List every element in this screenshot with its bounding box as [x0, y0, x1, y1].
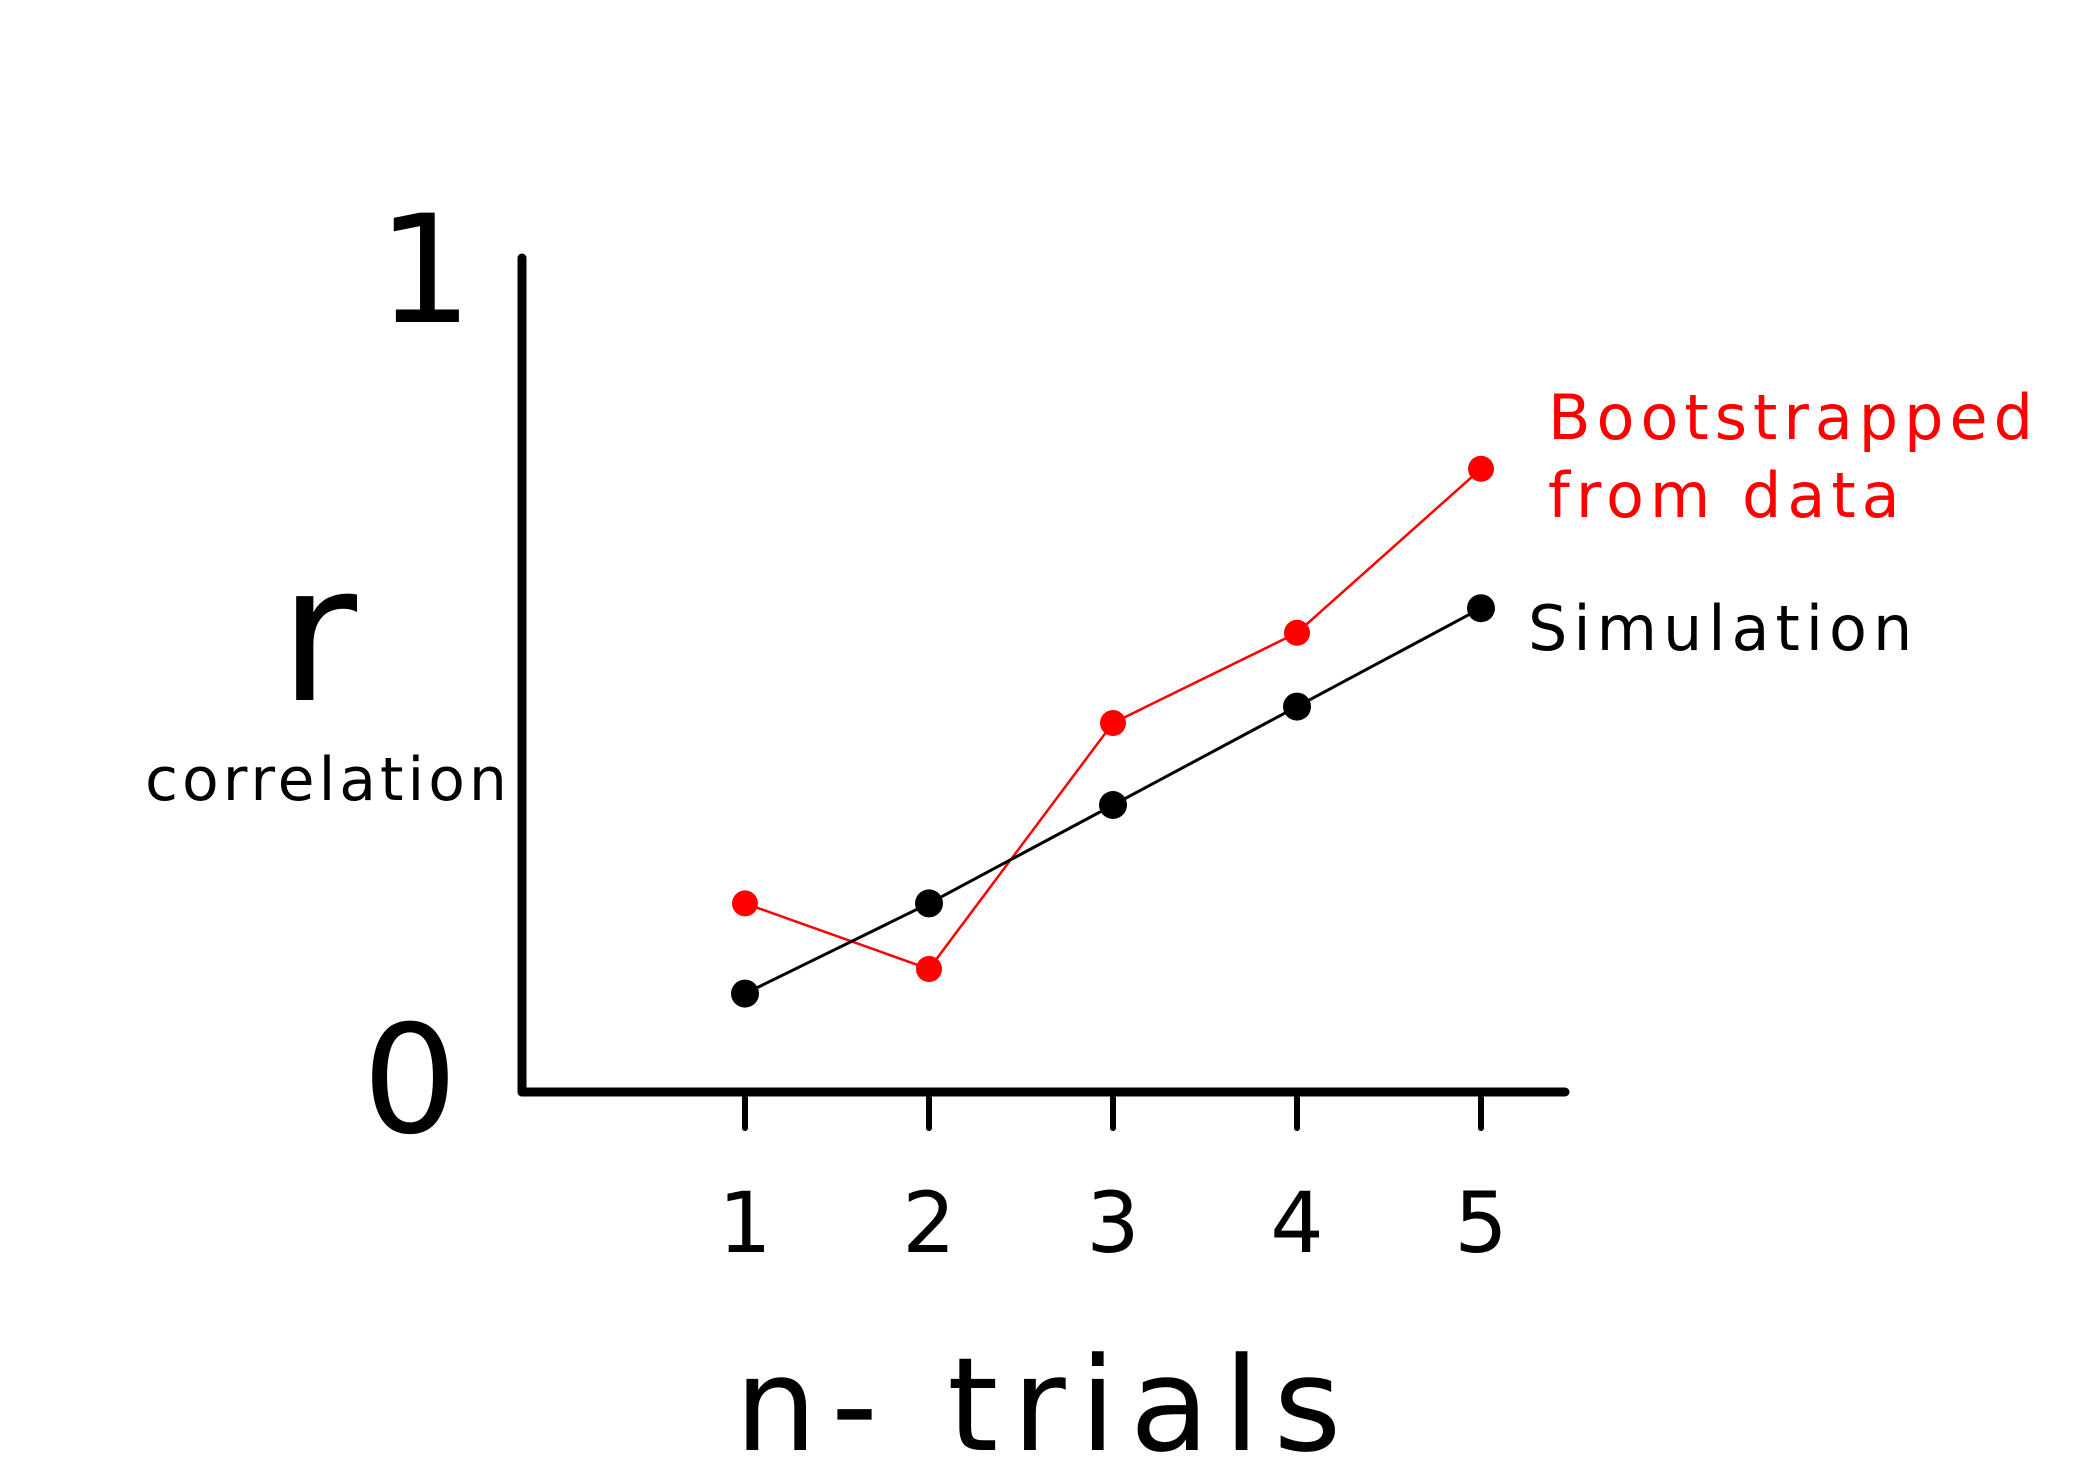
y-axis-label: r — [279, 524, 358, 745]
point-simulation-3 — [1099, 791, 1127, 819]
y-tick-label-0: 0 — [362, 994, 457, 1168]
x-tick-label-3: 3 — [1086, 1174, 1139, 1272]
legend-label-bootstrapped-line-1: Bootstrapped — [1548, 381, 2039, 454]
point-simulation-4 — [1283, 692, 1311, 721]
point-bootstrapped-5 — [1468, 455, 1494, 482]
point-bootstrapped-2 — [916, 956, 942, 982]
y-tick-label-1: 1 — [377, 184, 472, 358]
point-bootstrapped-1 — [732, 890, 758, 917]
x-ticks: 1 2 3 4 5 — [718, 1095, 1508, 1272]
x-axis-label: n- trials — [735, 1329, 1356, 1475]
point-simulation-1 — [731, 979, 759, 1008]
point-bootstrapped-4 — [1284, 619, 1310, 646]
legend-label-simulation: Simulation — [1528, 592, 1918, 665]
legend-label-bootstrapped-line-2: from data — [1548, 459, 1906, 532]
series-layer — [731, 455, 1495, 1008]
x-tick-label-5: 5 — [1454, 1174, 1507, 1272]
x-tick-label-1: 1 — [718, 1174, 771, 1272]
point-simulation-2 — [915, 889, 943, 918]
x-tick-label-2: 2 — [902, 1174, 955, 1272]
x-tick-label-4: 4 — [1270, 1174, 1323, 1272]
point-bootstrapped-3 — [1100, 710, 1126, 736]
point-simulation-5 — [1467, 594, 1495, 623]
y-axis-sublabel: correlation — [145, 745, 511, 815]
